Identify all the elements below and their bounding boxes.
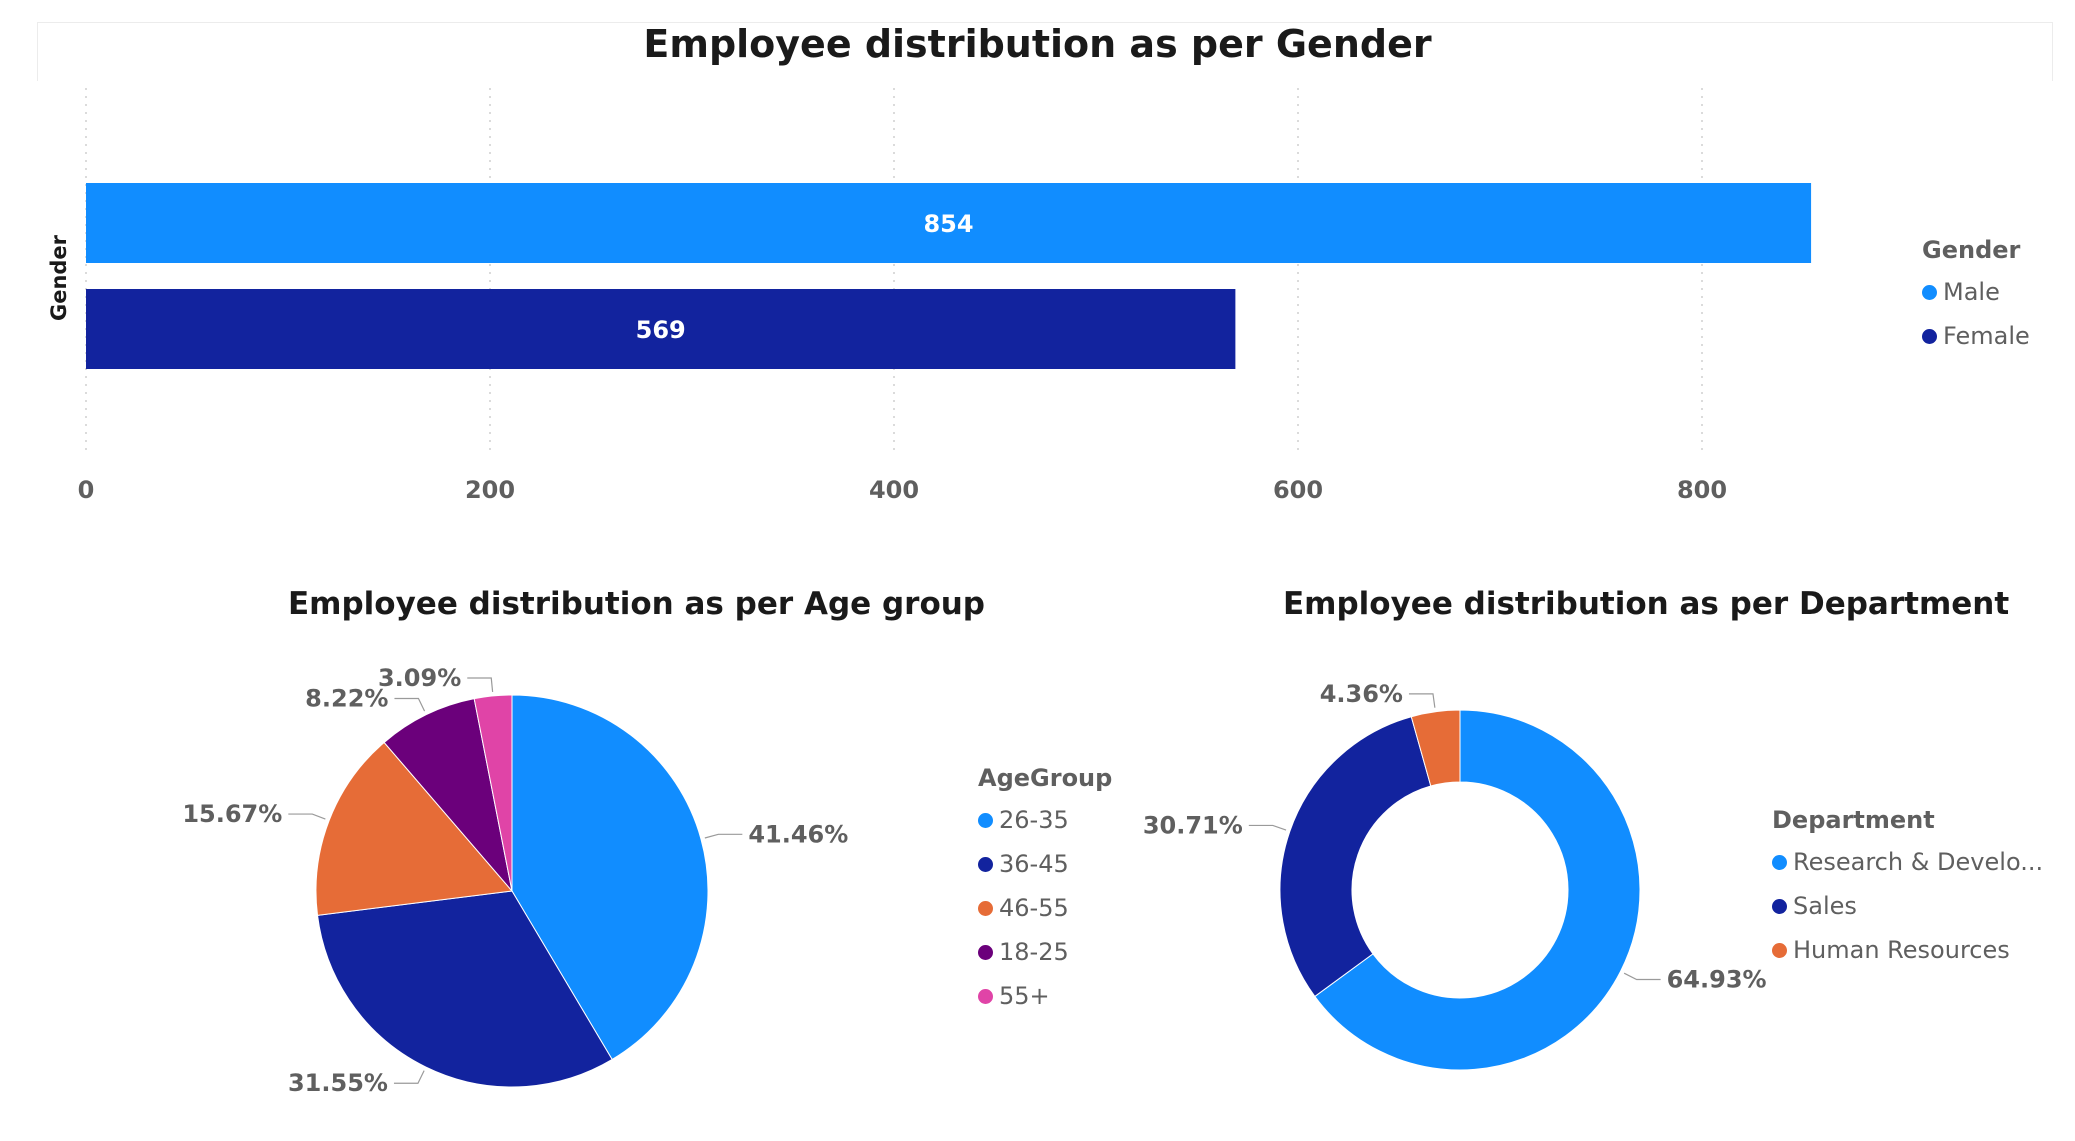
age-slice [473, 694, 513, 892]
department-data-label: 4.36% [1320, 680, 1403, 708]
age-legend-item[interactable]: 36-45 [978, 842, 1112, 886]
age-leader-line [394, 697, 426, 712]
legend-dot-icon [1922, 284, 1937, 300]
legend-dot-icon [1922, 328, 1937, 344]
age-data-label: 15.67% [182, 800, 282, 828]
gender-chart-title: Employee distribution as per Gender [643, 22, 1432, 66]
gender-legend-items: Male Female [1922, 270, 2030, 358]
age-slice [383, 698, 513, 893]
bar-female [86, 289, 1236, 369]
department-slice [1314, 709, 1641, 1071]
legend-dot-icon [978, 812, 993, 828]
age-data-label: 41.46% [748, 820, 848, 848]
gender-legend-item[interactable]: Male [1922, 270, 2030, 314]
age-legend-label: 46-55 [999, 894, 1069, 922]
y-axis-label: Gender [47, 234, 71, 321]
gender-legend[interactable]: Gender Male Female [1922, 236, 2030, 358]
age-legend-label: 26-35 [999, 806, 1069, 834]
age-legend-item[interactable]: 55+ [978, 974, 1112, 1018]
age-slice [315, 741, 513, 916]
x-tick-label: 0 [78, 476, 95, 504]
age-data-label: 8.22% [305, 685, 388, 713]
age-leader-line [704, 833, 743, 839]
gender-legend-label: Female [1943, 322, 2030, 350]
department-leader-line [1408, 693, 1436, 708]
age-legend-item[interactable]: 46-55 [978, 886, 1112, 930]
legend-dot-icon [978, 856, 993, 872]
department-legend-item[interactable]: Human Resources [1772, 928, 2043, 972]
department-data-label: 30.71% [1143, 811, 1243, 839]
department-slice [1279, 716, 1432, 998]
department-leader-line [1623, 972, 1661, 981]
department-data-label: 64.93% [1667, 966, 1767, 994]
gender-legend-label: Male [1943, 278, 2000, 306]
age-legend-item[interactable]: 26-35 [978, 798, 1112, 842]
department-chart-title: Employee distribution as per Department [1283, 586, 2010, 622]
bar-data-label: 854 [923, 210, 973, 238]
age-legend-label: 18-25 [999, 938, 1069, 966]
department-legend-title: Department [1772, 806, 1935, 834]
age-legend-label: 55+ [999, 982, 1050, 1010]
legend-dot-icon [978, 944, 993, 960]
age-leader-line [393, 1070, 425, 1084]
x-tick-label: 600 [1273, 476, 1323, 504]
department-legend-items: Research & Develo... Sales Human Resources [1772, 840, 2043, 972]
department-slice [1410, 709, 1461, 787]
bar-male [86, 183, 1812, 263]
department-legend-label: Human Resources [1793, 936, 2010, 964]
legend-dot-icon [978, 988, 993, 1004]
legend-dot-icon [978, 900, 993, 916]
age-legend-item[interactable]: 18-25 [978, 930, 1112, 974]
age-legend[interactable]: AgeGroup 26-35 36-45 46-55 18-25 55+ [978, 764, 1112, 1018]
age-leader-line [288, 813, 326, 820]
bar-data-label: 569 [636, 316, 686, 344]
age-slice [511, 694, 709, 1061]
age-legend-title: AgeGroup [978, 764, 1113, 792]
legend-dot-icon [1772, 854, 1787, 870]
age-legend-items: 26-35 36-45 46-55 18-25 55+ [978, 798, 1112, 1018]
age-slice [316, 890, 613, 1088]
department-leader-line [1248, 824, 1287, 831]
department-legend-label: Sales [1793, 892, 1857, 920]
department-legend-item[interactable]: Research & Develo... [1772, 840, 2043, 884]
legend-dot-icon [1772, 942, 1787, 958]
age-leader-line [467, 677, 494, 692]
age-data-label: 3.09% [378, 664, 461, 692]
x-tick-label: 200 [465, 476, 515, 504]
legend-dot-icon [1772, 898, 1787, 914]
gender-chart-header-panel [37, 22, 2053, 81]
x-tick-label: 800 [1677, 476, 1727, 504]
age-chart-title: Employee distribution as per Age group [288, 586, 986, 622]
age-data-label: 31.55% [288, 1069, 388, 1097]
department-legend-item[interactable]: Sales [1772, 884, 2043, 928]
department-legend[interactable]: Department Research & Develo... Sales Huma… [1772, 806, 2043, 972]
gender-legend-item[interactable]: Female [1922, 314, 2030, 358]
age-legend-label: 36-45 [999, 850, 1069, 878]
x-tick-label: 400 [869, 476, 919, 504]
department-legend-label: Research & Develo... [1793, 848, 2044, 876]
gender-legend-title: Gender [1922, 236, 2021, 264]
